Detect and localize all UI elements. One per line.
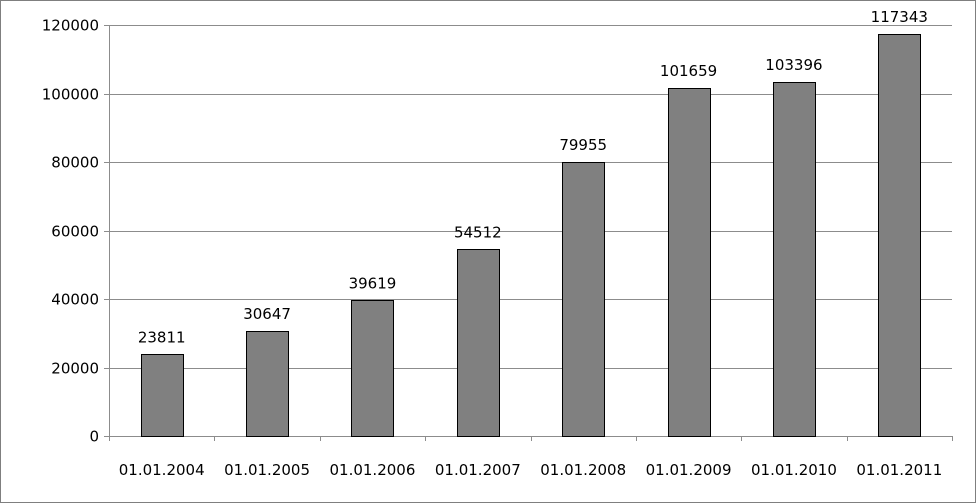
data-label-01.01.2008: 79955 [559,136,607,154]
bar-01.01.2011 [878,34,921,437]
x-tick-label-01.01.2004: 01.01.2004 [119,461,205,479]
y-tick-label: 80000 [51,154,99,172]
x-tick-label-01.01.2008: 01.01.2008 [540,461,626,479]
x-axis-tick-labels: 01.01.2004 01.01.2005 01.01.2006 01.01.2007… [119,461,943,479]
y-tick-label: 0 [89,428,99,446]
y-tick-label: 20000 [51,360,99,378]
y-tick-label: 100000 [42,86,99,104]
bar-01.01.2010 [773,82,816,437]
x-tick-label-01.01.2007: 01.01.2007 [435,461,521,479]
y-tick-label: 40000 [51,291,99,309]
bar-01.01.2005 [246,331,289,437]
y-tick-label: 120000 [42,17,99,35]
y-axis-tick-labels: 0 20000 40000 60000 80000 100000 120000 [42,17,99,446]
bar-01.01.2004 [141,354,184,437]
bar-01.01.2006 [351,300,394,437]
x-tick-label-01.01.2009: 01.01.2009 [646,461,732,479]
data-label-01.01.2009: 101659 [660,62,717,80]
x-tick-label-01.01.2011: 01.01.2011 [856,461,942,479]
bars [141,34,921,437]
x-tick-label-01.01.2005: 01.01.2005 [224,461,310,479]
bar-01.01.2009 [668,88,711,437]
data-label-01.01.2006: 39619 [349,274,397,292]
data-label-01.01.2011: 117343 [871,8,928,26]
bar-01.01.2007 [457,249,500,437]
data-label-01.01.2004: 23811 [138,328,186,346]
y-tick-label: 60000 [51,223,99,241]
axes [104,25,953,441]
x-tick-label-01.01.2006: 01.01.2006 [329,461,415,479]
x-tick-label-01.01.2010: 01.01.2010 [751,461,837,479]
gridlines [109,25,952,369]
data-label-01.01.2007: 54512 [454,223,502,241]
data-label-01.01.2005: 30647 [243,305,291,323]
bar-01.01.2008 [562,162,605,437]
data-label-01.01.2010: 103396 [765,56,822,74]
data-labels: 23811 30647 39619 54512 79955 101659 103396 117… [138,8,928,346]
